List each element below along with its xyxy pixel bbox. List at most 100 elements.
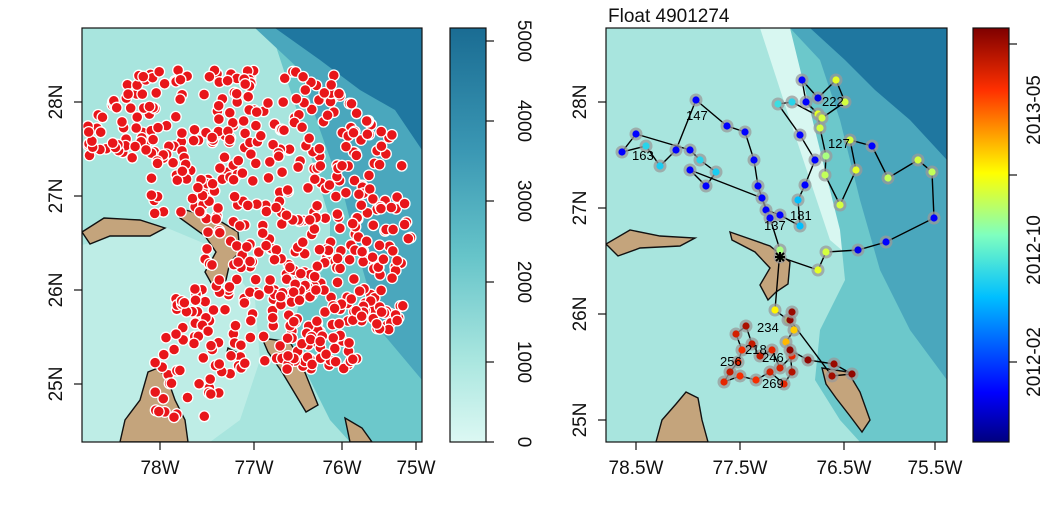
profile-marker [224, 349, 238, 362]
profile-marker [375, 125, 388, 138]
profile-marker [233, 219, 246, 232]
right-y-tick-26n: 26N [570, 297, 591, 332]
track-point [672, 146, 680, 154]
profile-marker [150, 86, 163, 99]
profile-marker [346, 353, 359, 366]
profile-marker [149, 386, 162, 399]
profile-marker [339, 140, 353, 153]
track-point [732, 330, 740, 338]
profile-marker [223, 280, 236, 293]
right-y-axis [598, 101, 606, 421]
track-point [780, 380, 788, 388]
profile-marker [213, 162, 226, 175]
profile-marker [254, 129, 267, 142]
track-point [811, 156, 819, 164]
date-tick-2012-02: 2012-02 [1024, 327, 1045, 397]
profile-marker [281, 363, 294, 376]
profile-marker [137, 70, 150, 83]
profile-marker [287, 315, 300, 328]
right-x-tick-75-5w: 75.5W [908, 458, 963, 479]
profile-marker [377, 253, 390, 266]
right-y-tick-25n: 25N [570, 403, 591, 438]
profile-marker [115, 115, 129, 128]
depth-tick-0: 0 [513, 437, 534, 448]
profile-marker [250, 106, 263, 119]
left-x-tick-76w: 76W [322, 458, 361, 479]
profile-marker [276, 166, 289, 179]
profile-marker [261, 96, 275, 110]
profile-marker [402, 232, 415, 245]
profile-marker [223, 133, 236, 146]
profile-marker [313, 243, 326, 256]
cycle-label-181: 181 [790, 208, 812, 223]
profile-marker [278, 72, 291, 85]
track-point [762, 206, 770, 214]
date-colorbar-ramp [972, 27, 1010, 443]
profile-marker [361, 128, 374, 141]
track-point [868, 142, 876, 150]
profile-marker [280, 209, 293, 222]
profile-marker [320, 348, 333, 361]
right-y-tick-27n: 27N [570, 191, 591, 226]
cycle-label-246: 246 [762, 350, 784, 365]
profile-marker [270, 243, 283, 256]
profile-marker [267, 138, 280, 151]
track-point [822, 152, 830, 160]
profile-marker [360, 114, 373, 128]
profile-marker [221, 74, 234, 87]
profile-marker [181, 391, 194, 404]
profile-marker [374, 202, 387, 215]
track-point [854, 246, 862, 254]
left-y-tick-27n: 27N [46, 179, 67, 214]
profile-marker [386, 272, 399, 285]
profile-marker [318, 86, 331, 99]
profile-marker [391, 314, 404, 327]
profile-marker [249, 273, 262, 286]
track-point [702, 182, 710, 190]
profile-marker [187, 337, 201, 350]
profile-marker [205, 258, 219, 271]
profile-marker [310, 315, 323, 328]
profile-marker [373, 239, 386, 252]
track-point [720, 378, 728, 386]
float-title: Float 4901274 [608, 6, 730, 27]
profile-marker [223, 106, 236, 119]
depth-tick-4000: 4000 [513, 100, 534, 142]
profile-marker [373, 158, 386, 171]
profile-marker [277, 124, 291, 137]
profile-marker [218, 303, 232, 316]
left-y-axis [74, 101, 82, 385]
profile-marker [204, 373, 217, 386]
profile-marker [242, 90, 255, 103]
cycle-label-234: 234 [757, 320, 779, 335]
track-point [734, 358, 742, 366]
profile-marker [145, 172, 158, 185]
track-point [686, 146, 694, 154]
profile-marker [176, 165, 189, 178]
track-point [801, 181, 809, 189]
profile-marker [206, 177, 219, 190]
track-point [841, 98, 849, 106]
profile-marker [375, 284, 388, 297]
profile-marker [238, 296, 251, 309]
profile-marker [297, 70, 310, 83]
date-tick-2013-05: 2013-05 [1024, 75, 1045, 145]
profile-marker [355, 310, 368, 323]
profile-marker [173, 364, 186, 377]
profile-marker [262, 171, 275, 184]
profile-marker [212, 201, 225, 215]
profile-marker [212, 113, 225, 126]
left-x-tick-77w: 77W [234, 458, 273, 479]
track-point [618, 148, 626, 156]
profile-marker [350, 149, 363, 162]
profile-marker [367, 219, 380, 232]
depth-tick-1000: 1000 [513, 341, 534, 383]
profile-marker [239, 127, 252, 140]
track-point [692, 96, 700, 104]
track-point [804, 356, 812, 364]
track-point [748, 340, 756, 348]
profile-marker [213, 357, 226, 371]
track-point [822, 248, 830, 256]
profile-marker [257, 330, 270, 343]
profile-marker [239, 78, 252, 91]
